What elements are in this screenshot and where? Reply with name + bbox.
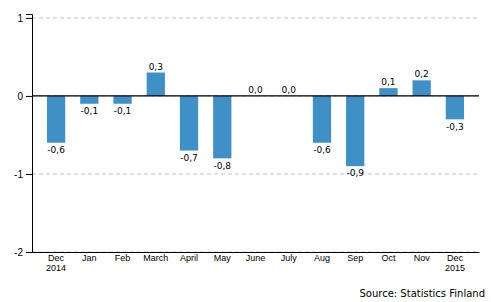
x-tick-label-line: Dec [48,253,65,263]
bar [346,96,364,166]
data-label: 0,2 [415,69,429,79]
y-tick: -2 [14,247,32,258]
y-tick-mark [26,18,32,19]
source-note: Source: Statistics Finland [359,288,485,299]
grid-line [32,17,479,18]
x-tick: Sep [347,253,363,263]
y-tick-mark [26,174,32,175]
x-tick-label: June [246,253,266,263]
x-tick-label-line: June [246,253,266,263]
plot: -2-101Dec2014JanFebMarchAprilMayJuneJuly… [14,13,479,274]
grid [32,18,479,252]
x-tick-label-line: Feb [115,253,131,263]
chart: -2-101Dec2014JanFebMarchAprilMayJuneJuly… [0,0,491,302]
y-tick-label: -2 [14,247,23,258]
x-tick: Dec2014 [46,253,66,273]
x-tick-label: Sep [347,253,363,263]
data-label: 0,1 [381,77,395,87]
grid-line [32,252,479,253]
data-label: 0,3 [149,62,163,72]
bar [80,96,98,104]
y-tick-label: -1 [14,169,23,180]
bar [147,73,165,96]
x-axis: Dec2014JanFebMarchAprilMayJuneJulyAugSep… [33,253,480,274]
x-tick-label: Feb [115,253,131,263]
bars [47,73,464,167]
y-axis: -2 -1 0 1 [14,13,32,258]
x-tick-label: March [143,253,168,263]
x-tick: June [246,253,266,263]
x-tick: March [143,253,168,263]
x-tick-label: Oct [381,253,396,263]
data-label: -0,6 [313,145,331,155]
bar [413,80,431,96]
bar [47,96,65,143]
x-tick-label: May [214,253,232,263]
x-tick-label-line: July [281,253,298,263]
x-tick-label-line: Jan [82,253,97,263]
bar [180,96,198,151]
y-tick-mark [26,252,32,253]
y-tick: -1 [14,169,32,180]
x-tick-label-line: March [143,253,168,263]
x-tick: July [281,253,298,263]
x-tick-label-line: May [214,253,232,263]
data-label: 0,0 [282,85,297,95]
y-tick: 1 [17,13,32,24]
bar [446,96,464,119]
bar [313,96,331,143]
bar [379,88,397,96]
x-tick-label: July [281,253,298,263]
x-tick-label: Jan [82,253,97,263]
y-tick-label: 0 [17,91,23,102]
x-tick-label: April [180,253,198,263]
y-axis-line [26,15,33,253]
x-tick: April [180,253,198,263]
data-label: -0,9 [346,168,364,178]
x-tick-label-line: Nov [414,253,431,263]
x-tick: Aug [314,253,330,263]
data-label: -0,1 [81,106,99,116]
x-tick-label: Dec2015 [445,253,465,273]
x-tick: May [214,253,232,263]
x-tick-label: Nov [414,253,431,263]
x-tick-label-line: April [180,253,198,263]
data-label: 0,0 [248,85,263,95]
x-tick: Nov [414,253,431,263]
x-tick-label-line: Dec [447,253,464,263]
x-tick-label-line: 2014 [46,263,66,273]
data-label: -0,8 [213,161,231,171]
x-tick-label-line: Oct [381,253,396,263]
x-tick: Oct [381,253,396,263]
bar [213,96,231,158]
data-label: -0,3 [446,122,464,132]
x-tick-label-line: 2015 [445,263,465,273]
x-tick-label-line: Aug [314,253,330,263]
data-label: -0,7 [180,153,198,163]
zero-line [32,95,479,96]
y-tick-mark [26,96,32,97]
y-tick: 0 [17,91,32,102]
bar [113,96,131,104]
data-label: -0,6 [47,145,65,155]
x-tick-label: Aug [314,253,330,263]
data-labels: -0,6 -0,1 -0,1 0,3 -0,7 -0,8 0,0 0,0 -0,6 -0,9 0,1… [47,62,463,179]
x-tick: Jan [82,253,97,263]
data-label: -0,1 [114,106,132,116]
grid-line [32,95,479,96]
x-tick: Feb [115,253,131,263]
y-tick-label: 1 [17,13,23,24]
x-tick-label-line: Sep [347,253,363,263]
x-tick: Dec2015 [445,253,465,273]
grid-line [32,173,479,174]
x-tick-label: Dec2014 [46,253,66,273]
